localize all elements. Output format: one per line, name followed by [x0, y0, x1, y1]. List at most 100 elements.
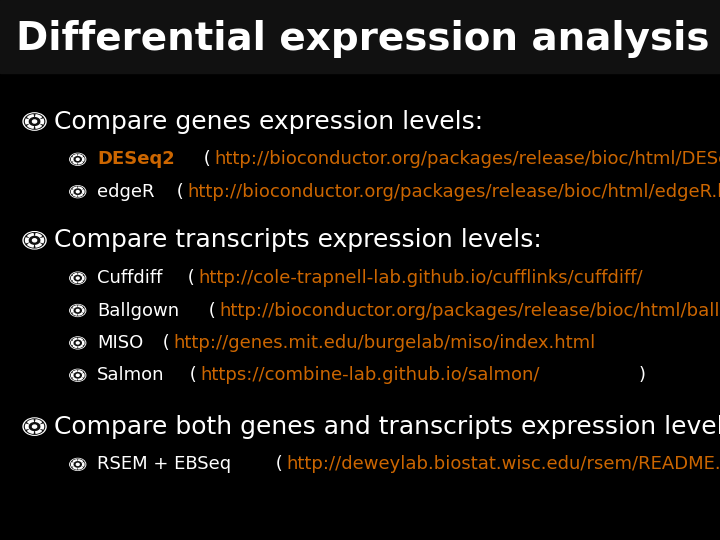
Circle shape: [76, 342, 79, 344]
Wedge shape: [78, 339, 83, 343]
Wedge shape: [78, 190, 84, 193]
Wedge shape: [73, 343, 78, 347]
Wedge shape: [78, 276, 84, 280]
Circle shape: [70, 369, 86, 381]
Wedge shape: [35, 119, 43, 124]
Circle shape: [76, 374, 79, 376]
Text: DESeq2: DESeq2: [97, 150, 175, 168]
Circle shape: [74, 157, 81, 162]
Wedge shape: [78, 159, 83, 164]
Text: (: (: [270, 455, 283, 474]
Wedge shape: [27, 240, 35, 247]
Circle shape: [70, 337, 86, 349]
Circle shape: [71, 273, 85, 284]
Wedge shape: [78, 341, 84, 345]
Text: http://bioconductor.org/packages/release/bioc/html/ballgown.html: http://bioconductor.org/packages/release…: [220, 301, 720, 320]
Wedge shape: [78, 464, 83, 469]
Wedge shape: [73, 375, 78, 380]
Circle shape: [76, 463, 79, 465]
Wedge shape: [78, 375, 83, 380]
Text: (: (: [184, 366, 197, 384]
Circle shape: [76, 191, 79, 193]
Wedge shape: [78, 192, 83, 196]
Wedge shape: [73, 159, 78, 164]
Circle shape: [71, 154, 85, 165]
Wedge shape: [78, 155, 83, 159]
Circle shape: [70, 186, 86, 198]
Bar: [0, 0, 720, 73]
Wedge shape: [78, 274, 83, 278]
Circle shape: [24, 419, 45, 434]
Text: http://genes.mit.edu/burgelab/miso/index.html: http://genes.mit.edu/burgelab/miso/index…: [174, 334, 595, 352]
Text: Compare transcripts expression levels:: Compare transcripts expression levels:: [54, 228, 541, 252]
Wedge shape: [35, 234, 42, 240]
Circle shape: [74, 189, 81, 194]
Wedge shape: [35, 240, 42, 247]
Wedge shape: [73, 460, 78, 464]
Text: Cuffdiff: Cuffdiff: [97, 269, 163, 287]
Circle shape: [74, 373, 81, 378]
Wedge shape: [78, 343, 83, 347]
Wedge shape: [78, 371, 83, 375]
Text: ): ): [718, 334, 720, 352]
Wedge shape: [27, 234, 35, 240]
Wedge shape: [78, 374, 84, 377]
Circle shape: [71, 370, 85, 381]
Wedge shape: [78, 278, 83, 282]
Text: (: (: [157, 334, 170, 352]
Wedge shape: [27, 420, 35, 427]
Wedge shape: [78, 460, 83, 464]
Circle shape: [74, 462, 81, 467]
Wedge shape: [35, 238, 43, 242]
Text: RSEM + EBSeq: RSEM + EBSeq: [97, 455, 231, 474]
Wedge shape: [26, 424, 35, 429]
Wedge shape: [71, 341, 78, 345]
Text: http://bioconductor.org/packages/release/bioc/html/edgeR.html: http://bioconductor.org/packages/release…: [188, 183, 720, 201]
Text: edgeR: edgeR: [97, 183, 155, 201]
Wedge shape: [78, 309, 84, 312]
Wedge shape: [27, 115, 35, 122]
Wedge shape: [73, 306, 78, 310]
Wedge shape: [27, 427, 35, 433]
Wedge shape: [73, 339, 78, 343]
Text: (: (: [181, 269, 194, 287]
Text: http://bioconductor.org/packages/release/bioc/html/DESeq2.html: http://bioconductor.org/packages/release…: [214, 150, 720, 168]
Circle shape: [71, 305, 85, 316]
Wedge shape: [71, 374, 78, 377]
Wedge shape: [73, 274, 78, 278]
Circle shape: [70, 153, 86, 165]
Wedge shape: [73, 310, 78, 315]
Circle shape: [30, 423, 40, 430]
Wedge shape: [78, 187, 83, 192]
Wedge shape: [26, 238, 35, 242]
Circle shape: [76, 309, 79, 312]
Circle shape: [24, 233, 45, 248]
Wedge shape: [78, 306, 83, 310]
Circle shape: [71, 459, 85, 470]
Circle shape: [23, 232, 46, 249]
Text: https://combine-lab.github.io/salmon/: https://combine-lab.github.io/salmon/: [201, 366, 540, 384]
Circle shape: [71, 338, 85, 348]
Wedge shape: [35, 427, 42, 433]
Wedge shape: [78, 310, 83, 315]
Wedge shape: [71, 190, 78, 193]
Wedge shape: [73, 155, 78, 159]
Wedge shape: [78, 158, 84, 161]
Wedge shape: [71, 158, 78, 161]
Circle shape: [74, 275, 81, 281]
Wedge shape: [26, 119, 35, 124]
Circle shape: [32, 425, 37, 428]
Wedge shape: [71, 276, 78, 280]
Circle shape: [32, 239, 37, 242]
Wedge shape: [35, 122, 42, 128]
Wedge shape: [71, 309, 78, 312]
Wedge shape: [73, 192, 78, 196]
Wedge shape: [73, 187, 78, 192]
Wedge shape: [78, 463, 84, 466]
Circle shape: [71, 186, 85, 197]
Text: ): ): [639, 366, 646, 384]
Text: (: (: [197, 150, 210, 168]
Wedge shape: [35, 420, 42, 427]
Text: (: (: [171, 183, 184, 201]
Circle shape: [23, 418, 46, 435]
